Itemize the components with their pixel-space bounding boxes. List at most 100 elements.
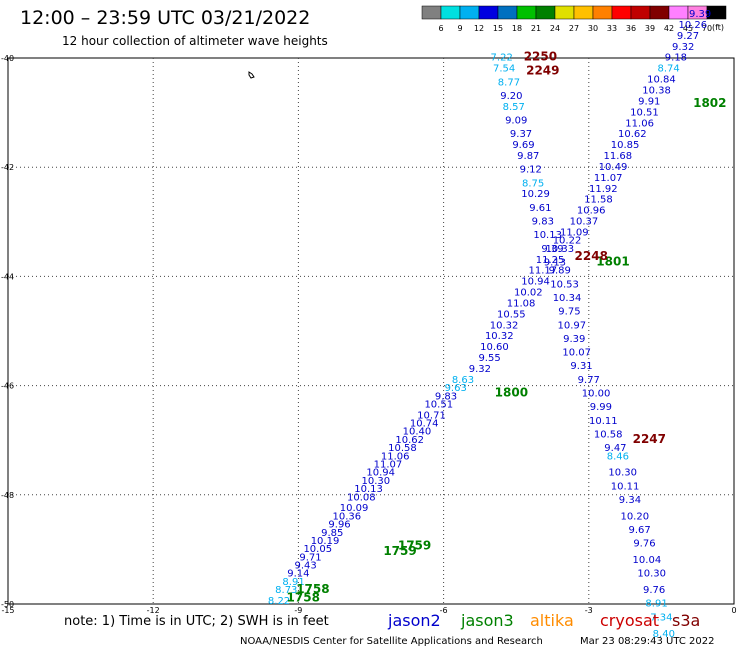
wave-height-value: 10.32 [485,331,514,342]
wave-height-value: 9.32 [469,364,491,375]
wave-height-value: 9.39 [541,244,563,255]
wave-height-value: 9.39 [689,9,711,20]
wave-height-value: 10.51 [630,107,659,118]
wave-height-value: 8.91 [645,599,667,610]
wave-height-value: 9.43 [295,561,317,572]
wave-height-value: 10.32 [490,320,519,331]
wave-height-value: 9.20 [500,91,522,102]
y-tick-label: -42 [1,163,14,172]
pass-time-label: 1759 [398,538,431,552]
wave-height-value: 10.85 [611,140,640,151]
wave-height-value: 10.07 [562,348,591,359]
wave-height-value: 11.07 [374,460,403,471]
wave-height-value: 11.58 [584,195,613,206]
pass-time-label: 2249 [526,63,559,77]
y-tick-label: -40 [1,54,14,63]
x-tick-label: 0 [731,606,736,615]
color-scale-label: 15 [493,24,503,33]
color-scale-label: 39 [645,24,655,33]
wave-height-value: 9.76 [643,585,665,596]
color-scale-label: 30 [588,24,598,33]
wave-height-value: 9.87 [517,151,539,162]
plot-frame [7,57,735,605]
color-scale-unit: (ft) [712,23,724,32]
wave-height-value: 9.76 [633,539,655,550]
chart-subtitle: 12 hour collection of altimeter wave hei… [62,34,328,48]
wave-height-value: 10.74 [410,419,439,430]
wave-height-value: 10.55 [497,309,526,320]
wave-height-value: 11.25 [536,255,565,266]
pass-time-label: 1758 [296,582,329,596]
wave-height-value: 10.05 [303,544,332,555]
color-scale-swatch [592,5,613,20]
color-scale-label: 12 [474,24,484,33]
color-scale-swatch [535,5,556,20]
axis-tick-labels: -15 -12 -9 -6 -3 0 -40 -42 -44 -46 -48 -50 [1,54,737,615]
wave-height-value: 10.60 [480,342,509,353]
color-scale-label: 33 [607,24,617,33]
x-tick-label: -12 [147,606,160,615]
coast-outline [248,71,255,79]
wave-height-value: 9.83 [435,391,457,402]
wave-height-value: 11.09 [560,227,589,238]
wave-height-value: 8.40 [653,629,675,640]
wave-height-value: 9.91 [638,96,660,107]
wave-height-value: 9.67 [628,525,650,536]
wave-height-value: 10.62 [618,129,647,140]
wave-height-value: 8.75 [522,178,544,189]
color-scale-bar: 6 9 12 15 18 21 24 27 30 33 36 39 42 45 70 [421,5,727,33]
color-scale-label: 27 [569,24,579,33]
wave-height-value: 10.40 [403,427,432,438]
chart-title: 12:00 – 23:59 UTC 03/21/2022 [20,7,310,29]
wave-height-value: 10.13 [354,484,383,495]
wave-height-value: 11.17 [528,266,557,277]
color-scale-label: 18 [512,24,522,33]
wave-height-value: 10.30 [637,569,666,580]
wave-height-value: 10.58 [388,443,417,454]
wave-height-value: 9.99 [590,402,612,413]
wave-height-value: 10.84 [647,75,676,86]
wave-height-value: 9.39 [563,334,585,345]
color-scale-label: 45 [683,24,693,33]
wave-height-value: 10.37 [570,217,599,228]
wave-height-value: 9.32 [672,42,694,53]
pass-time-label: 1801 [596,254,629,268]
y-tick-label: -48 [1,491,14,500]
wave-height-value: 11.06 [381,451,410,462]
wave-height-value: 10.34 [553,293,582,304]
y-tick-label: -44 [1,272,14,281]
wave-height-value: 9.18 [665,53,687,64]
wave-height-value: 10.53 [550,279,579,290]
color-scale-swatch [573,5,594,20]
wave-height-value: 9.34 [619,495,641,506]
wave-height-value: 10.30 [362,476,391,487]
wave-height-value: 9.37 [510,129,532,140]
wave-height-value: 9.61 [529,203,551,214]
wave-height-value: 9.71 [299,552,321,563]
wave-height-value: 9.75 [558,307,580,318]
color-scale-swatch [668,5,689,20]
footer-credit: NOAA/NESDIS Center for Satellite Applica… [240,636,543,647]
legend-cryosat: cryosat [600,611,659,630]
wave-height-value: 10.04 [633,555,662,566]
wave-height-value: 8.57 [503,102,525,113]
wave-height-value: 8.74 [658,64,680,75]
pass-time-label: 1758 [287,590,320,604]
wave-height-value: 10.71 [417,410,446,421]
color-scale-swatch [649,5,670,20]
altimeter-tracks: 8.228.738.919.149.439.7110.0510.199.859.… [268,9,727,640]
wave-height-value: 9.55 [478,353,500,364]
footer-note: note: 1) Time is in UTC; 2) SWH is in fe… [64,614,329,629]
pass-time-label: 2248 [575,249,608,263]
color-scale-label: 36 [626,24,636,33]
legend-altika: altika [530,611,574,630]
x-tick-label: -3 [585,606,593,615]
wave-height-value: 10.11 [589,416,618,427]
track-jason3-1758-1802: 8.228.738.919.149.439.7110.0510.199.859.… [268,9,727,607]
y-tick-label: -46 [1,382,14,391]
wave-height-value: 9.27 [677,31,699,42]
color-scale-swatch [516,5,537,20]
pass-time-label: 1800 [495,386,528,400]
color-scale-label: 70 [702,24,712,33]
